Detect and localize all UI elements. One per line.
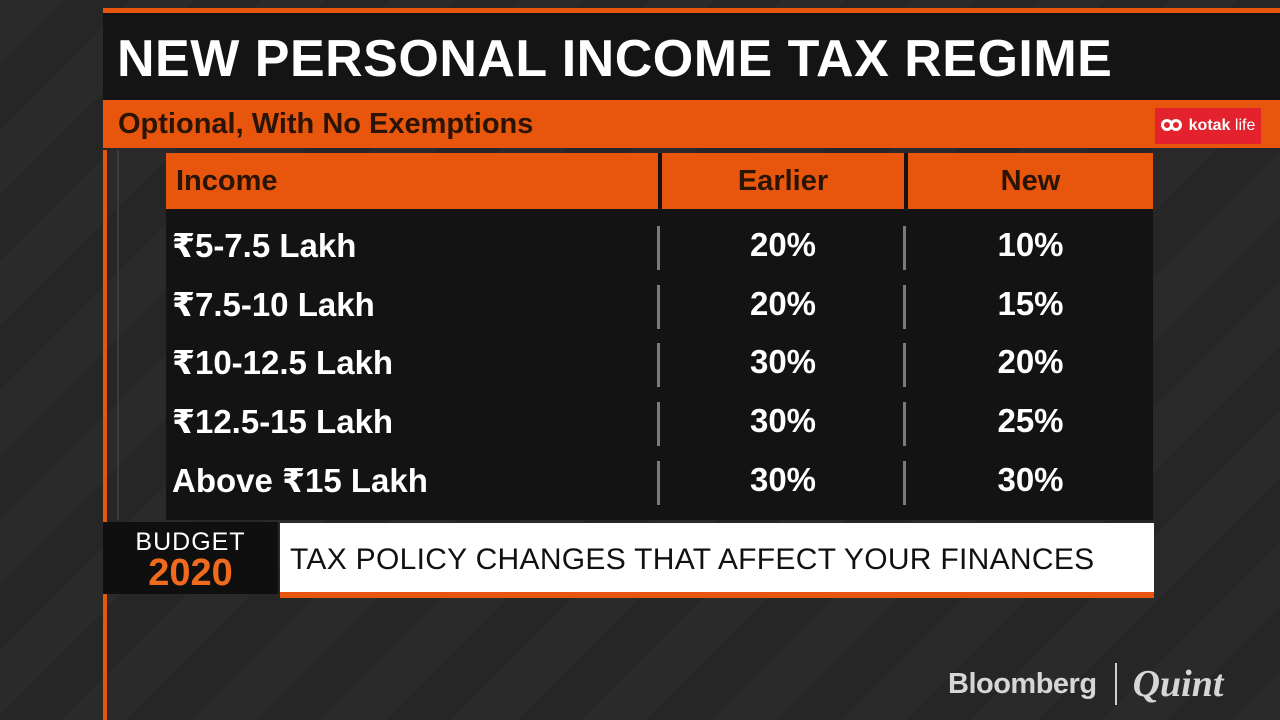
cell-new: 20%: [997, 343, 1064, 380]
header-new: New: [908, 153, 1153, 209]
cell-new: 10%: [997, 226, 1064, 263]
cell-income: ₹10-12.5 Lakh: [172, 343, 394, 381]
column-divider: [657, 343, 660, 387]
budget-label: BUDGET: [135, 528, 246, 556]
column-divider: [903, 343, 906, 387]
sponsor-name: kotak life: [1189, 117, 1256, 135]
cell-earlier: 30%: [749, 402, 817, 439]
header-income: Income: [166, 153, 658, 209]
table-row: ₹10-12.5 Lakh 30% 20%: [166, 333, 1153, 391]
column-divider: [657, 461, 660, 505]
cell-earlier: 20%: [749, 285, 817, 322]
column-divider: [903, 402, 906, 446]
cell-income: ₹5-7.5 Lakh: [172, 226, 357, 264]
sponsor-name-light: life: [1230, 117, 1256, 134]
page-title: NEW PERSONAL INCOME TAX REGIME: [117, 30, 1113, 88]
subtitle: Optional, With No Exemptions: [118, 108, 534, 140]
cell-new: 25%: [997, 402, 1064, 439]
accent-rule-secondary: [117, 150, 119, 520]
cell-new: 30%: [997, 461, 1064, 498]
title-bar: NEW PERSONAL INCOME TAX REGIME: [103, 8, 1280, 100]
cell-earlier: 30%: [749, 461, 817, 498]
table-row: ₹5-7.5 Lakh 20% 10%: [166, 216, 1153, 274]
cell-earlier: 20%: [749, 226, 817, 263]
kotak-infinity-logo-icon: [1160, 119, 1185, 133]
sponsor-name-bold: kotak: [1188, 117, 1231, 134]
cell-income: ₹12.5-15 Lakh: [172, 402, 394, 440]
table-header: Income Earlier New: [166, 153, 1153, 209]
tax-table: Income Earlier New ₹5-7.5 Lakh 20% 10% ₹…: [166, 153, 1153, 520]
budget-year: 2020: [148, 552, 233, 594]
cell-earlier: 30%: [749, 343, 817, 380]
brand-quint: Quint: [1132, 663, 1224, 705]
cell-income: ₹7.5-10 Lakh: [172, 285, 375, 323]
brand-divider: [1114, 663, 1117, 705]
broadcaster-logo: Bloomberg Quint: [948, 662, 1223, 706]
sponsor-logo: kotak life: [1155, 108, 1261, 144]
header-earlier: Earlier: [662, 153, 904, 209]
column-divider: [903, 226, 906, 270]
column-divider: [903, 461, 906, 505]
column-divider: [657, 402, 660, 446]
cell-new: 15%: [997, 285, 1064, 322]
ticker-text: TAX POLICY CHANGES THAT AFFECT YOUR FINA…: [290, 543, 1095, 576]
column-divider: [657, 285, 660, 329]
accent-rule: [103, 150, 107, 720]
cell-income: Above ₹15 Lakh: [172, 461, 428, 499]
subtitle-bar: Optional, With No Exemptions kotak life: [103, 100, 1280, 148]
column-divider: [657, 226, 660, 270]
brand-bloomberg: Bloomberg: [948, 667, 1097, 700]
table-row: Above ₹15 Lakh 30% 30%: [166, 451, 1153, 509]
table-row: ₹7.5-10 Lakh 20% 15%: [166, 275, 1153, 333]
column-divider: [903, 285, 906, 329]
table-row: ₹12.5-15 Lakh 30% 25%: [166, 392, 1153, 450]
lower-third-ticker: TAX POLICY CHANGES THAT AFFECT YOUR FINA…: [280, 523, 1154, 598]
budget-badge: BUDGET 2020: [103, 522, 278, 594]
